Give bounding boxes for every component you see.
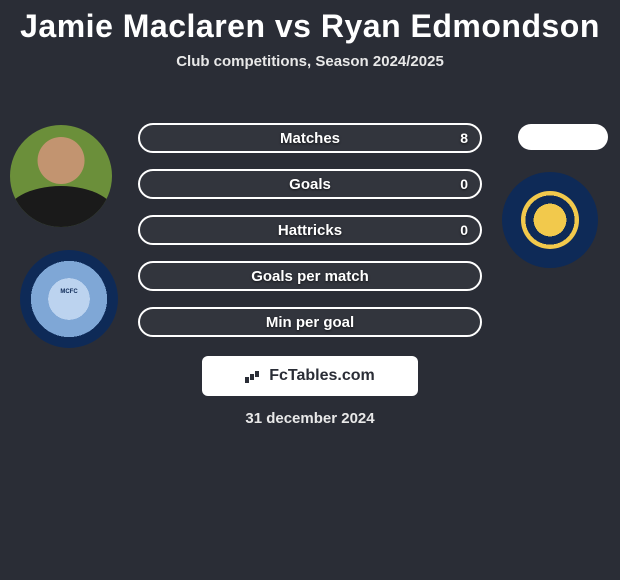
stat-right-value: 0 xyxy=(460,217,468,243)
brand-text: FcTables.com xyxy=(269,367,375,385)
brand-badge: FcTables.com xyxy=(202,356,418,396)
bar-chart-icon xyxy=(245,369,263,383)
stat-right-value: 8 xyxy=(460,125,468,151)
player-left-block xyxy=(10,125,112,227)
stat-label: Goals xyxy=(140,171,480,197)
stat-label: Goals per match xyxy=(140,263,480,289)
avatar-right xyxy=(518,124,608,150)
page-subtitle: Club competitions, Season 2024/2025 xyxy=(0,53,620,70)
avatar-left xyxy=(10,125,112,227)
date-text: 31 december 2024 xyxy=(0,410,620,427)
avatar-left-shirt xyxy=(10,186,112,227)
club-badge-left: MCFC xyxy=(20,250,118,348)
stat-label: Min per goal xyxy=(140,309,480,335)
stat-label: Matches xyxy=(140,125,480,151)
stat-right-value: 0 xyxy=(460,171,468,197)
player-right-block xyxy=(518,124,608,150)
club-badge-left-text: MCFC xyxy=(20,289,118,295)
stat-row-mpg: Min per goal xyxy=(138,307,482,337)
page-title: Jamie Maclaren vs Ryan Edmondson xyxy=(0,0,620,45)
stat-row-goals: Goals 0 xyxy=(138,169,482,199)
stats-bars: Matches 8 Goals 0 Hattricks 0 Goals per … xyxy=(138,123,482,353)
stat-row-hattricks: Hattricks 0 xyxy=(138,215,482,245)
club-badge-right xyxy=(502,172,598,268)
stat-row-gpm: Goals per match xyxy=(138,261,482,291)
stat-row-matches: Matches 8 xyxy=(138,123,482,153)
avatar-left-head xyxy=(38,137,85,184)
comparison-card: Jamie Maclaren vs Ryan Edmondson Club co… xyxy=(0,0,620,580)
stat-label: Hattricks xyxy=(140,217,480,243)
